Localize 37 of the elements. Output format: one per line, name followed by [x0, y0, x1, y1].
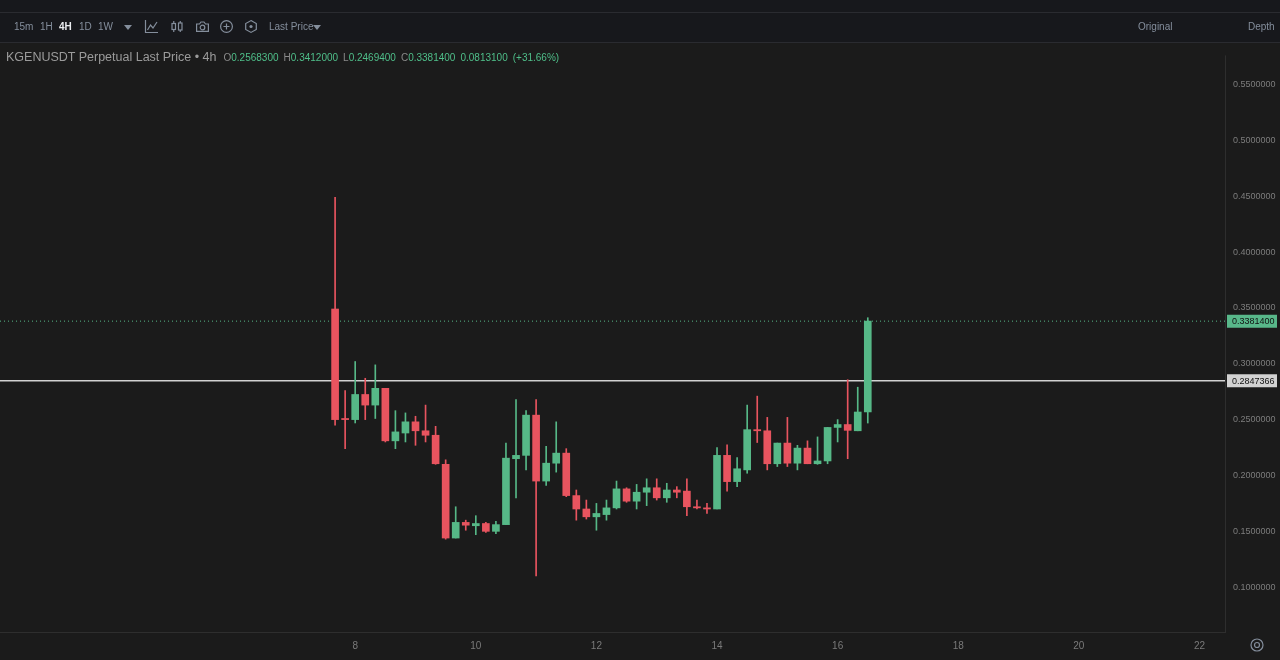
y-tick-label: 0.5000000 [1233, 134, 1276, 145]
y-tick-label: 0.5500000 [1233, 78, 1276, 89]
y-tick-label: 0.3000000 [1233, 358, 1276, 369]
text: Last Price [269, 21, 314, 33]
x-tick-label: 10 [470, 639, 482, 651]
x-tick-label: 20 [1073, 639, 1085, 651]
x-tick-label: 22 [1193, 639, 1206, 651]
text: 1H [40, 21, 53, 33]
y-tick-label: 0.1500000 [1233, 525, 1276, 536]
y-tick-label: 0.3500000 [1233, 302, 1276, 313]
text: Depth [1248, 21, 1275, 33]
text: 1D [79, 21, 92, 33]
candlestick [672, 486, 681, 499]
x-tick-label: 14 [711, 639, 724, 651]
x-tick-label: 16 [832, 639, 844, 651]
chart-title: KGENUSDT Perpetual Last Price • 4h [6, 50, 217, 64]
candlestick [552, 421, 561, 473]
ref-line-label: 0.2847366 [1232, 375, 1275, 386]
candlestick [341, 390, 349, 449]
y-tick-label: 0.2500000 [1233, 414, 1276, 425]
candlestick [471, 515, 480, 536]
y-tick-label: 0.1000000 [1233, 581, 1276, 592]
ref-line-label: 0.3381400 [1232, 316, 1275, 327]
candlestick [843, 379, 852, 460]
y-tick-label: 0.2000000 [1233, 469, 1276, 480]
text: 1W [98, 21, 113, 33]
text: 4H [59, 21, 72, 33]
x-tick-label: 18 [952, 639, 965, 651]
x-tick-label: 12 [590, 639, 603, 651]
y-tick-label: 0.4000000 [1233, 246, 1276, 257]
x-tick-label: 8 [352, 639, 359, 651]
text: 15m [14, 21, 34, 33]
y-tick-label: 0.4500000 [1233, 190, 1276, 201]
candlestick [753, 395, 762, 443]
text: O0.2568300 H0.3412000 L0.2469400 C0.3381400 0.0813100 (+31.66%) [223, 52, 560, 63]
text: Original [1138, 21, 1173, 33]
candlestick [512, 399, 520, 499]
